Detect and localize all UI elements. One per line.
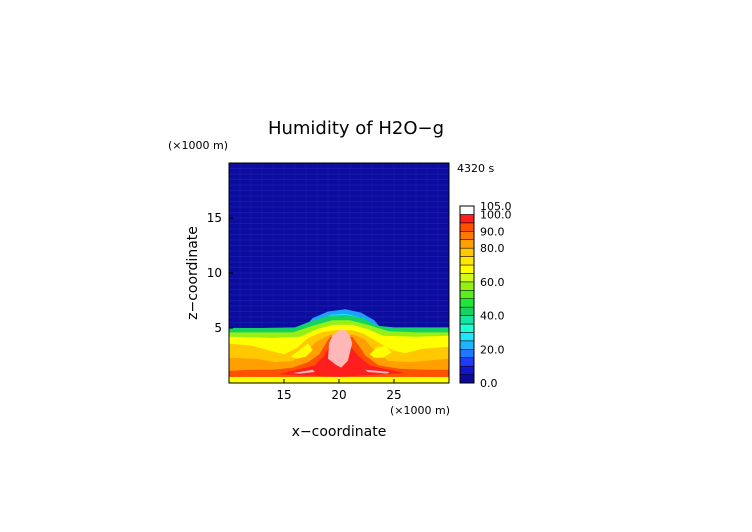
colorbar-tick-label: 60.0 (480, 276, 505, 289)
contour-105 (328, 330, 353, 368)
colorbar-swatch (459, 323, 475, 333)
humidity-field (229, 309, 449, 383)
pocket-left (290, 343, 313, 359)
colorbar-swatch (459, 298, 475, 308)
x-axis-title: x−coordinate (292, 424, 387, 440)
colorbar-swatch (459, 357, 475, 367)
colorbar-swatch (459, 205, 475, 215)
colorbar-swatch (459, 365, 475, 375)
x-tick-label: 20 (331, 388, 346, 402)
z-tick-label: 5 (214, 321, 222, 335)
colorbar-swatch (459, 231, 475, 240)
x-axis: 15 20 25 (276, 379, 402, 402)
x-tick-label: 25 (386, 388, 401, 402)
colorbar-tick-label: 20.0 (480, 343, 505, 356)
colorbar-swatch (459, 349, 475, 358)
x-tick-label: 15 (276, 388, 291, 402)
z-tick-label: 10 (207, 266, 222, 280)
plot-area (228, 162, 450, 384)
colorbar-tick-label: 105.0 (480, 200, 512, 213)
chart-title: Humidity of H2O−g (268, 118, 444, 139)
colorbar-tick-label: 80.0 (480, 242, 505, 255)
colorbar-tick-label: 0.0 (480, 377, 498, 390)
colorbar-tick-label: 100.0 (480, 208, 512, 221)
z-axis-title: z−coordinate (185, 226, 201, 320)
x-unit-label: (×1000 m) (390, 404, 450, 417)
supersat-streak-2 (365, 369, 390, 374)
colorbar-swatch (459, 332, 475, 342)
colorbar-swatch (459, 340, 475, 350)
z-unit-label: (×1000 m) (168, 139, 228, 152)
colorbar-frame (459, 205, 475, 384)
colorbar-tick-label: 40.0 (480, 310, 505, 323)
colorbar-swatch (459, 264, 475, 274)
colorbar-swatch (459, 281, 475, 291)
z-tick-label: 15 (207, 211, 222, 225)
colorbar-tick-label: 90.0 (480, 225, 505, 238)
colorbar-swatch (459, 273, 475, 283)
colorbar-swatch (459, 290, 475, 299)
time-label: 4320 s (457, 162, 494, 175)
colorbar-swatch (459, 315, 475, 325)
colorbar-swatch (459, 222, 475, 232)
supersat-streak-1 (292, 369, 315, 374)
z-axis: 5 10 15 (207, 211, 233, 335)
colorbar-swatch (459, 239, 475, 249)
colorbar-swatch (459, 374, 475, 384)
colorbar-swatch (459, 306, 475, 316)
colorbar-swatch (459, 256, 475, 266)
pocket-right (369, 345, 392, 358)
colorbar-swatch (459, 214, 475, 224)
colorbar-swatch (459, 247, 475, 257)
